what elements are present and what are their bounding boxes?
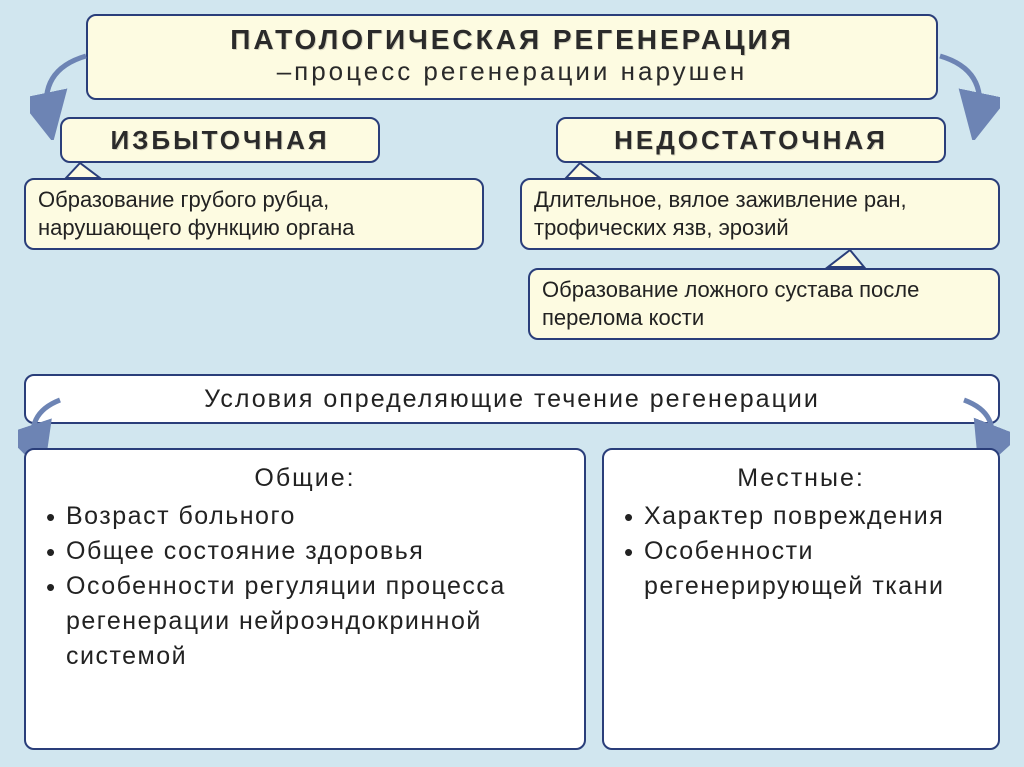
left-desc-box: Образование грубого рубца, нарушающего ф… xyxy=(24,178,484,250)
list-item: Особенности регенерирующей ткани xyxy=(622,534,980,604)
header-box: ПАТОЛОГИЧЕСКАЯ РЕГЕНЕРАЦИЯ –процесс реге… xyxy=(86,14,938,100)
local-title: Местные: xyxy=(622,464,980,493)
local-list: Характер повреждения Особенности регенер… xyxy=(622,499,980,604)
left-desc: Образование грубого рубца, нарушающего ф… xyxy=(38,186,470,241)
general-title: Общие: xyxy=(44,464,566,493)
left-heading: ИЗБЫТОЧНАЯ xyxy=(110,125,329,156)
list-item: Общее состояние здоровья xyxy=(44,534,566,569)
conditions-title: Условия определяющие течение регенерации xyxy=(204,385,820,414)
right-desc1-box: Длительное, вялое заживление ран, трофич… xyxy=(520,178,1000,250)
header-title: ПАТОЛОГИЧЕСКАЯ РЕГЕНЕРАЦИЯ xyxy=(102,24,922,56)
header-subtitle: –процесс регенерации нарушен xyxy=(102,56,922,87)
right-heading-box: НЕДОСТАТОЧНАЯ xyxy=(556,117,946,163)
list-item: Возраст больного xyxy=(44,499,566,534)
conditions-title-box: Условия определяющие течение регенерации xyxy=(24,374,1000,424)
right-desc2: Образование ложного сустава после перело… xyxy=(542,276,986,331)
general-box: Общие: Возраст больного Общее состояние … xyxy=(24,448,586,750)
left-heading-box: ИЗБЫТОЧНАЯ xyxy=(60,117,380,163)
local-box: Местные: Характер повреждения Особенност… xyxy=(602,448,1000,750)
right-desc2-box: Образование ложного сустава после перело… xyxy=(528,268,1000,340)
general-list: Возраст больного Общее состояние здоровь… xyxy=(44,499,566,674)
right-heading: НЕДОСТАТОЧНАЯ xyxy=(614,125,888,156)
list-item: Особенности регуляции процесса регенерац… xyxy=(44,569,566,674)
list-item: Характер повреждения xyxy=(622,499,980,534)
right-desc1: Длительное, вялое заживление ран, трофич… xyxy=(534,186,986,241)
